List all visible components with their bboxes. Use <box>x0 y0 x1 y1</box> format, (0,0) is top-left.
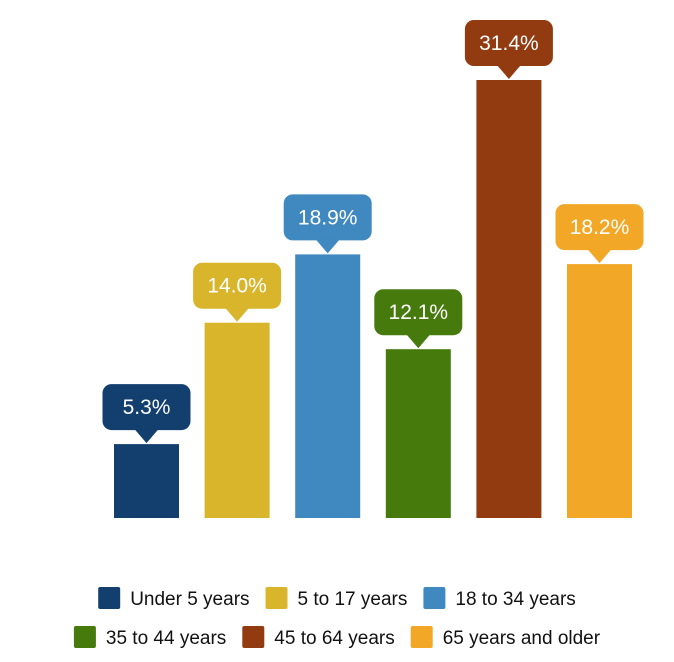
callout-box <box>193 262 282 309</box>
legend-swatch <box>423 587 446 609</box>
callout-pointer <box>587 249 612 264</box>
value-callout-1: 5.3% <box>102 384 191 444</box>
callout-pointer <box>225 307 250 322</box>
legend-item-3: 18 to 34 years <box>423 587 576 610</box>
data-label-1: 5.3% <box>123 396 171 419</box>
legend-item-2: 5 to 17 years <box>265 587 408 610</box>
legend-label: 5 to 17 years <box>298 589 408 610</box>
legend: Under 5 years 5 to 17 years 18 to 34 years… <box>73 587 601 649</box>
legend-label: 35 to 44 years <box>106 628 226 649</box>
callout-box <box>102 384 191 431</box>
bar-2 <box>204 322 270 518</box>
callout-pointer <box>315 239 340 254</box>
value-callout-4: 12.1% <box>374 289 463 349</box>
legend-swatch <box>242 626 265 648</box>
bar-3 <box>295 254 361 518</box>
legend-label: 45 to 64 years <box>274 628 394 649</box>
data-label-5: 31.4% <box>479 32 539 55</box>
legend-item-1: Under 5 years <box>98 587 250 610</box>
bar-5 <box>476 80 542 518</box>
legend-label: 65 years and older <box>443 628 601 649</box>
callout-box <box>555 204 644 251</box>
bar-4 <box>385 349 451 518</box>
callout-box <box>283 194 372 241</box>
legend-swatch <box>73 626 96 648</box>
callout-box <box>464 20 553 66</box>
data-label-3: 18.9% <box>298 206 358 229</box>
callouts-layer: 5.3% 14.0% 18.9% 12.1% 31.4% 18.2% <box>102 20 644 444</box>
legend-label: 18 to 34 years <box>455 589 575 610</box>
bars-layer <box>114 80 632 518</box>
legend-item-6: 65 years and older <box>410 626 601 649</box>
callout-box <box>374 289 463 336</box>
value-callout-3: 18.9% <box>283 194 372 254</box>
value-callout-6: 18.2% <box>555 204 644 264</box>
data-label-6: 18.2% <box>570 216 630 239</box>
value-callout-5: 31.4% <box>464 20 553 79</box>
legend-swatch <box>98 587 121 609</box>
data-label-4: 12.1% <box>389 301 449 324</box>
bar-1 <box>114 444 179 518</box>
callout-pointer <box>406 334 431 349</box>
legend-swatch <box>265 587 288 609</box>
data-label-2: 14.0% <box>207 275 267 298</box>
bar-6 <box>567 264 632 518</box>
callout-pointer <box>134 429 159 444</box>
callout-pointer <box>496 65 521 79</box>
legend-swatch <box>410 626 433 648</box>
legend-label: Under 5 years <box>130 589 249 610</box>
legend-item-4: 35 to 44 years <box>73 626 226 649</box>
value-callout-2: 14.0% <box>193 262 282 322</box>
legend-item-5: 45 to 64 years <box>242 626 395 649</box>
